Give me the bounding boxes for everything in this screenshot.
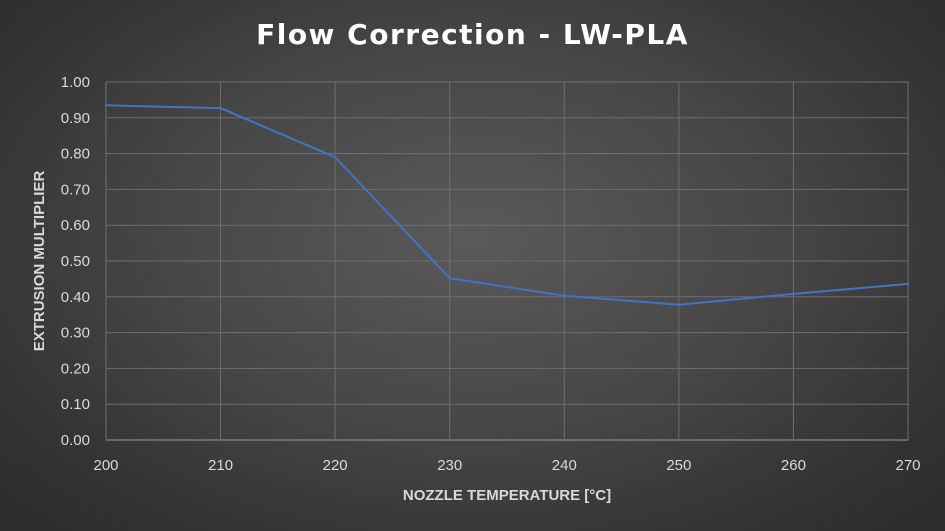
y-tick-label: 0.20	[61, 360, 90, 377]
chart-title: Flow Correction - LW-PLA	[256, 18, 689, 51]
x-tick-label: 250	[666, 457, 691, 474]
data-point	[104, 104, 108, 107]
x-tick-label: 270	[895, 457, 920, 474]
y-tick-label: 1.00	[61, 74, 90, 91]
data-point	[333, 155, 337, 159]
x-tick-label: 220	[323, 457, 348, 474]
y-tick-label: 0.90	[61, 110, 90, 127]
y-tick-label: 0.10	[61, 396, 90, 413]
data-point	[448, 276, 451, 280]
data-point	[219, 106, 222, 110]
series-line	[105, 104, 909, 306]
x-tick-label: 240	[552, 457, 577, 474]
x-axis-title: NOZZLE TEMPERATURE [°C]	[403, 487, 611, 504]
y-axis-title: EXTRUSION MULTIPLIER	[31, 171, 48, 352]
x-tick-label: 230	[437, 457, 462, 474]
x-tick-label: 200	[93, 457, 118, 474]
data-point	[906, 282, 910, 286]
tick-labels: 0.00 0.10 0.20 0.30 0.40 0.50 0.60 0.70 0.80 0.90…	[61, 74, 921, 474]
data-point	[563, 294, 566, 297]
y-tick-label: 0.60	[61, 217, 90, 234]
y-tick-label: 0.70	[61, 181, 90, 198]
data-point	[792, 292, 795, 296]
x-tick-label: 210	[208, 457, 233, 474]
series-layer	[104, 104, 910, 306]
y-tick-label: 0.30	[61, 325, 90, 342]
x-tick-label: 260	[781, 457, 806, 474]
data-point	[677, 303, 681, 306]
y-tick-label: 0.40	[61, 289, 90, 306]
gridlines	[105, 81, 909, 441]
y-tick-label: 0.50	[61, 253, 90, 270]
y-tick-label: 0.00	[61, 432, 90, 449]
y-tick-label: 0.80	[61, 146, 90, 163]
